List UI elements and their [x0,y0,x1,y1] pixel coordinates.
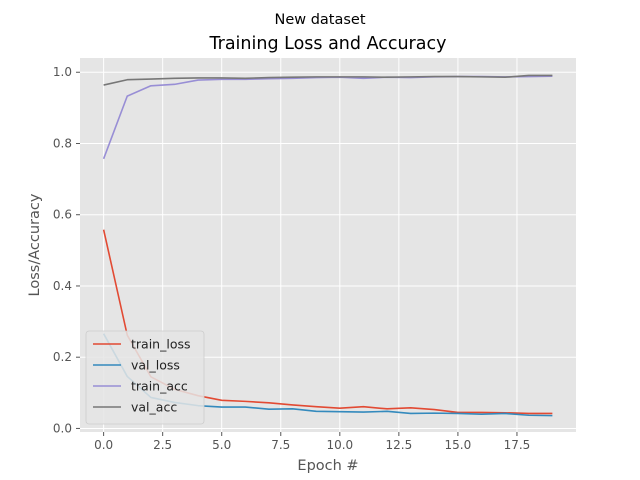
y-axis-ticks: 0.0 0.2 0.4 0.6 0.8 1.0 [53,65,80,435]
x-tick-label: 0.0 [94,438,113,452]
legend-label: val_loss [131,358,180,373]
x-axis-label: Epoch # [297,458,358,474]
chart-title: Training Loss and Accuracy [209,34,447,54]
x-tick-label: 7.5 [271,438,290,452]
legend: train_loss val_loss train_acc val_acc [85,330,205,425]
y-tick-label: 0.6 [53,208,72,222]
y-tick-label: 0.0 [53,421,72,435]
y-tick-label: 0.2 [53,350,72,364]
x-tick-label: 2.5 [153,438,172,452]
legend-label: train_acc [131,379,188,394]
x-tick-label: 5.0 [212,438,231,452]
x-axis-ticks: 0.0 2.5 5.0 7.5 10.0 12.5 15.0 17.5 [94,432,530,452]
legend-box [85,330,205,425]
legend-label: train_loss [131,337,191,352]
grid [80,58,576,432]
x-tick-label: 15.0 [445,438,472,452]
y-tick-label: 0.8 [53,136,72,150]
series-line-val-acc [103,74,553,86]
y-tick-label: 0.4 [53,279,72,293]
y-tick-label: 1.0 [53,65,72,79]
x-tick-label: 17.5 [504,438,531,452]
x-tick-label: 12.5 [385,438,412,452]
legend-label: val_acc [131,400,177,415]
y-axis-label: Loss/Accuracy [27,193,43,296]
x-tick-label: 10.0 [326,438,353,452]
figure-suptitle: New dataset [274,12,365,28]
